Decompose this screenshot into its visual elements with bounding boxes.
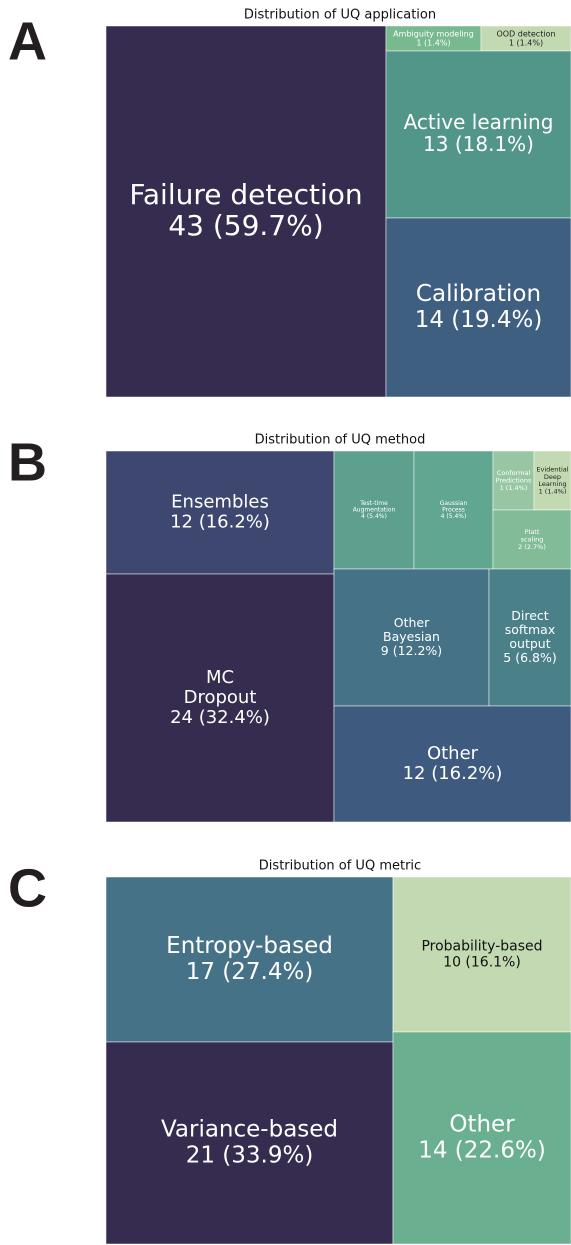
tile-label: Ensembles (171, 491, 269, 512)
tile-label: Predictions (496, 477, 532, 485)
tile-value: 4 (5.4%) (441, 513, 467, 520)
panel-letter: A (8, 11, 47, 71)
treemap-tile (105, 876, 394, 1043)
treemap-tile (392, 876, 571, 1033)
tile-label: Process (442, 507, 465, 514)
tile-label: Probability-based (421, 939, 542, 955)
tile-value: 12 (16.2%) (170, 512, 270, 533)
treemap-tile (105, 25, 387, 398)
tile-label: softmax (505, 622, 555, 637)
tile-label: Bayesian (383, 629, 440, 644)
treemap-tile (333, 705, 571, 823)
treemap-tile (333, 450, 415, 570)
tile-label: Calibration (416, 281, 541, 307)
tile-value: 17 (27.4%) (186, 959, 314, 985)
panel-letter: C (8, 858, 47, 918)
tile-value: 9 (12.2%) (381, 643, 442, 658)
tile-label: Entropy-based (166, 933, 333, 959)
treemap-tile (385, 217, 571, 398)
tile-value: 1 (1.4%) (539, 487, 567, 495)
tile-value: 14 (22.6%) (418, 1137, 546, 1163)
treemap-tile (105, 573, 335, 823)
tile-label: Conformal (497, 469, 531, 477)
tile-label: Other (427, 743, 479, 764)
treemap-tile (385, 25, 482, 52)
treemap-tile (105, 450, 335, 575)
panel-letter: B (8, 432, 47, 492)
chart-title: Distribution of UQ method (255, 433, 426, 448)
tile-label: Other (449, 1112, 515, 1138)
tile-value: 1 (1.4%) (509, 38, 543, 47)
tile-label: Active learning (404, 110, 554, 134)
tile-value: 13 (18.1%) (423, 132, 534, 156)
tile-value: 24 (32.4%) (170, 707, 270, 728)
tile-value: 43 (59.7%) (168, 209, 323, 242)
tile-label: output (509, 636, 550, 651)
tile-value: 10 (16.1%) (443, 954, 521, 970)
tile-label: Evidential (536, 466, 568, 474)
tile-label: Variance-based (161, 1117, 338, 1143)
tile-label: Direct (511, 608, 549, 623)
tile-value: 14 (19.4%) (415, 307, 543, 333)
tile-value: 1 (1.4%) (416, 38, 450, 47)
tile-label: Ambiguity modeling (393, 30, 474, 39)
tile-label: Dropout (184, 687, 257, 708)
tile-label: scaling (521, 536, 544, 544)
tile-label: Failure detection (129, 178, 362, 211)
tile-label: Other (394, 615, 430, 630)
treemap-tile (533, 450, 571, 511)
tile-value: 12 (16.2%) (403, 763, 503, 784)
chart-title: Distribution of UQ metric (259, 859, 421, 874)
tile-label: Gaussian (440, 500, 468, 507)
treemap-tile (492, 509, 571, 570)
tile-label: MC (206, 667, 234, 688)
treemap-tile (392, 1031, 571, 1245)
tile-label: Test-time (359, 500, 388, 507)
treemap-tile (333, 568, 490, 707)
tile-value: 2 (2.7%) (518, 543, 546, 551)
tile-label: Augmentation (353, 507, 396, 514)
treemap-tile (105, 1041, 394, 1245)
tile-label: Deep (544, 473, 561, 481)
tile-value: 21 (33.9%) (186, 1142, 314, 1168)
tile-label: Learning (538, 480, 566, 488)
chart-title: Distribution of UQ application (244, 8, 436, 23)
treemap-tile (492, 450, 535, 511)
tile-value: 4 (5.4%) (361, 513, 387, 520)
treemap-tile (385, 50, 571, 219)
tile-label: Platt (525, 528, 540, 536)
tile-label: OOD detection (496, 30, 555, 39)
tile-value: 1 (1.4%) (500, 484, 528, 492)
tile-value: 5 (6.8%) (503, 650, 556, 665)
treemap-tile (488, 568, 571, 707)
